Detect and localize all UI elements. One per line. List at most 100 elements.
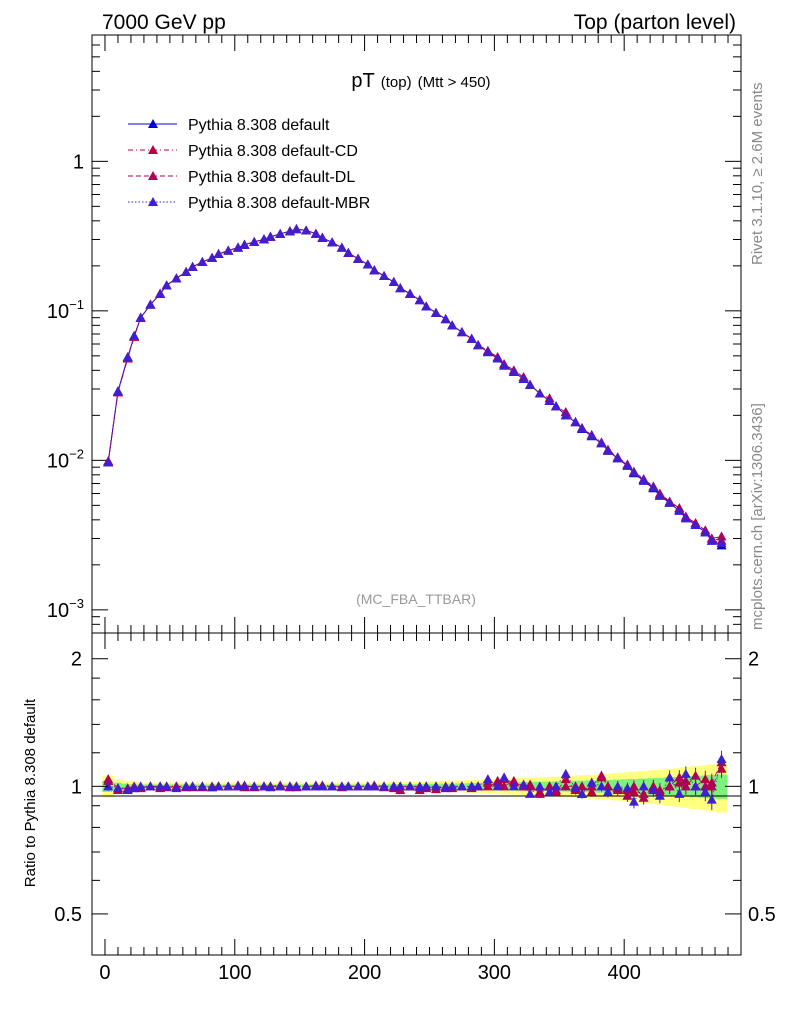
data-point [213,249,224,259]
ratio-ytick-label: 1 [71,776,82,798]
ratio-point [544,786,555,796]
ratio-point [586,786,597,796]
ratio-point [560,774,571,784]
data-point [622,460,633,470]
ratio-xtick-label: 200 [348,962,381,984]
data-point [223,245,234,255]
ratio-point [602,786,613,796]
legend-marker [148,119,158,128]
ratio-point [628,796,639,806]
ratio-point [291,781,302,791]
data-point [508,366,519,376]
data-point [233,242,244,252]
ratio-point [223,781,234,791]
ratio-point [379,781,390,791]
data-point [258,234,269,244]
series-line [107,228,722,540]
data-point [161,280,172,290]
data-point [207,252,218,262]
legend-entry-1: Pythia 8.308 default-CD [128,143,358,160]
legend: Pythia 8.308 default Pythia 8.308 default… [128,117,370,212]
data-point [103,457,114,467]
ratio-point [508,775,519,785]
series-3 [103,224,727,547]
data-point [343,247,354,257]
ratio-point [482,781,493,791]
data-point [421,301,432,311]
ratio-point [628,781,639,791]
data-point [145,299,156,309]
data-point [525,379,536,389]
data-point [430,307,441,317]
ratio-ylabel: Ratio to Pythia 8.308 default [22,698,39,887]
data-point [310,228,321,238]
main-ytick-label: 10−2 [47,446,84,472]
ratio-point [534,781,545,791]
data-point [129,330,140,340]
ratio-point [612,781,623,791]
ratio-point [421,781,432,791]
data-point [680,513,691,523]
data-point [674,505,685,515]
ratio-point [602,781,613,791]
data-point [499,360,510,370]
data-point [187,261,198,271]
band-green [715,774,728,799]
ratio-axis-ticks: 2 2 1 1 0.5 0.5 0 100 200 300 400 [54,633,776,984]
ratio-point [466,781,477,791]
data-point [664,497,675,507]
ratio-point [499,781,510,791]
legend-label: Pythia 8.308 default-CD [188,143,358,160]
ratio-panel: 2 2 1 1 0.5 0.5 0 100 200 300 400 Ratio to Pythia … [22,632,776,984]
data-point [534,388,545,398]
ratio-point [706,794,717,804]
ratio-xtick-label: 400 [607,962,640,984]
data-point [440,314,451,324]
ratio-point [317,781,328,791]
ratio-ytick-label-right: 0.5 [748,904,776,926]
ratio-point [336,781,347,791]
analysis-watermark: (MC_FBA_TTBAR) [356,591,476,607]
ratio-point [456,781,467,791]
data-point [171,273,182,283]
ratio-point [187,781,198,791]
ratio-point [327,781,338,791]
series-2 [103,224,727,543]
data-point [239,239,250,249]
series-line [107,228,722,546]
ratio-point [249,781,260,791]
mcplots-label: mcplots.cern.ch [arXiv:1306.3436] [749,403,766,630]
legend-label: Pythia 8.308 default-MBR [188,195,370,212]
ratio-point [362,781,373,791]
data-point [473,340,484,350]
ratio-point [700,786,711,796]
ratio-point [135,781,146,791]
plot-title: pT (top) (Mtt > 450) [351,70,490,92]
legend-marker [148,171,158,180]
ratio-series-group [103,750,727,810]
data-point [122,352,133,362]
ratio-point [622,790,633,800]
data-point [327,237,338,247]
legend-marker [148,145,158,154]
data-point [301,225,312,235]
main-series-group [103,224,727,550]
ratio-point [265,782,276,792]
data-point [291,224,302,234]
data-point [576,423,587,433]
main-panel: 1 10−1 10−2 10−3 pT (top) (Mtt > 450) (MC_FBA… [47,34,742,634]
ratio-line [108,758,722,803]
ratio-point [161,781,172,791]
data-point [456,327,467,337]
title-sub: (top) [381,74,412,91]
ratio-point [181,781,192,791]
title-main: pT [351,70,374,92]
ratio-point [155,781,166,791]
ratio-point [551,781,562,791]
data-point [414,295,425,305]
header-left: 7000 GeV pp [102,11,226,34]
ratio-point [690,781,701,791]
ratio-xtick-label: 300 [478,962,511,984]
data-point [690,519,701,529]
data-point [596,438,607,448]
